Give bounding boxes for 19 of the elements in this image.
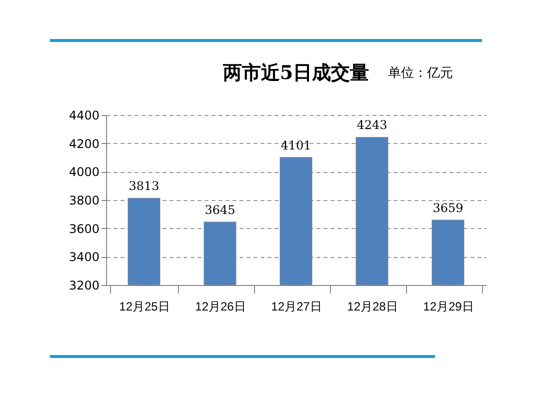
x-tick-label: 12月29日 xyxy=(423,300,474,314)
data-label: 3813 xyxy=(128,179,160,194)
y-tick-label: 4000 xyxy=(68,165,100,180)
chart-title: 两市近5日成交量 xyxy=(222,62,370,84)
y-tick-label: 3400 xyxy=(68,250,100,264)
data-label: 4243 xyxy=(356,118,388,132)
x-tick-label: 12月28日 xyxy=(347,300,398,314)
data-label: 4101 xyxy=(280,138,312,152)
y-tick-label: 3600 xyxy=(68,222,100,236)
x-tick-label: 12月25日 xyxy=(119,300,170,314)
data-label: 3659 xyxy=(432,200,464,215)
y-tick-label: 4400 xyxy=(68,108,100,122)
data-label: 3645 xyxy=(204,202,236,217)
y-tick-label: 4200 xyxy=(68,136,100,151)
y-tick-label: 3800 xyxy=(68,194,100,208)
x-tick-label: 12月26日 xyxy=(195,300,246,314)
y-tick-label: 3200 xyxy=(68,278,100,292)
x-tick-label: 12月27日 xyxy=(271,300,322,314)
text: 单位：亿元 xyxy=(388,64,453,82)
